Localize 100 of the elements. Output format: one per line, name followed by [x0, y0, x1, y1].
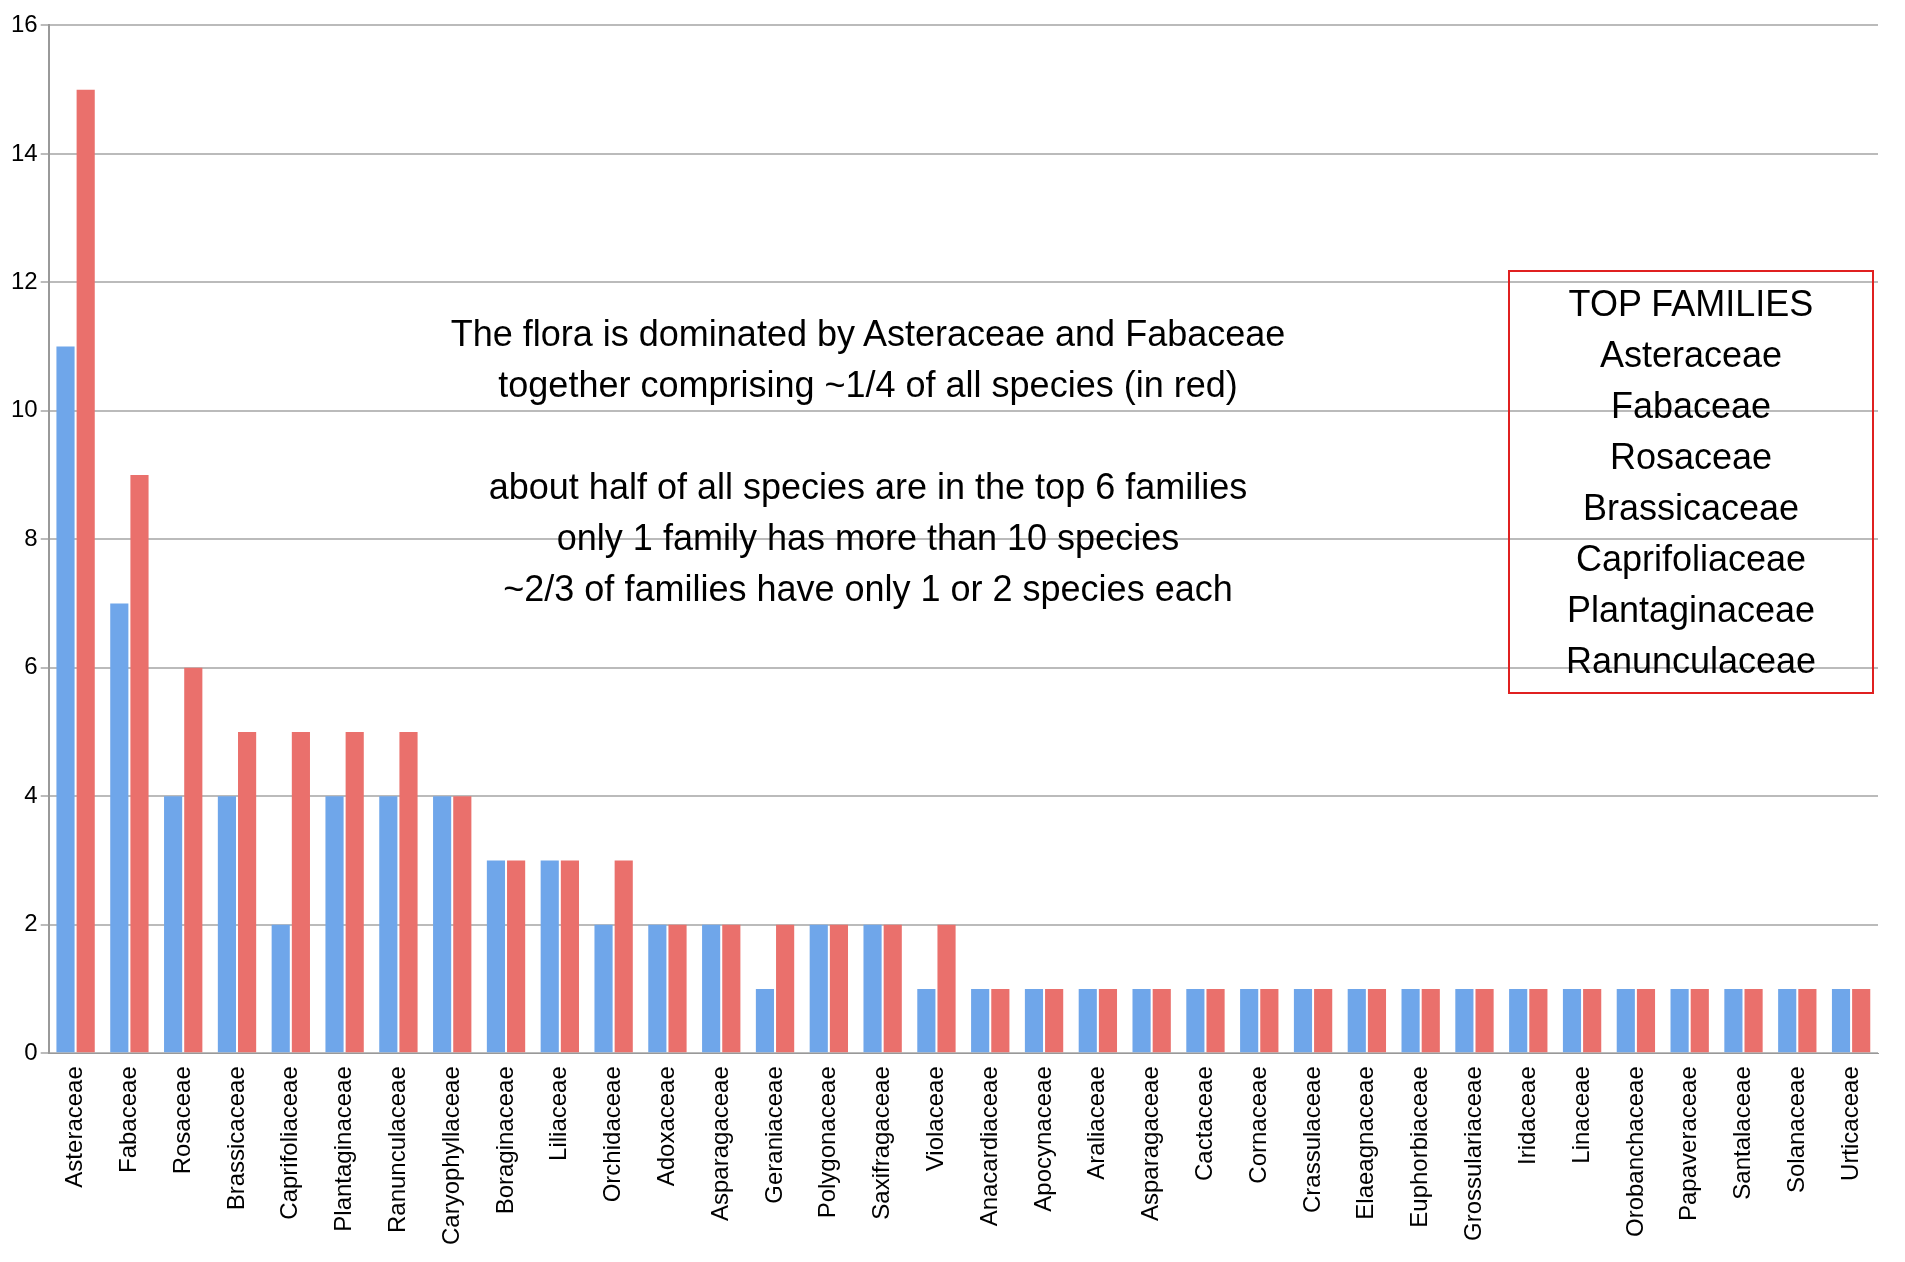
bar — [668, 924, 687, 1053]
bar — [540, 860, 559, 1053]
bar — [1347, 988, 1366, 1053]
bar — [1778, 988, 1797, 1053]
x-tick-label: Asparagaceae — [705, 1066, 733, 1222]
bar — [291, 732, 310, 1053]
bar — [1132, 988, 1151, 1053]
y-tick-label: 8 — [24, 523, 38, 551]
bar — [702, 924, 721, 1053]
bar — [809, 924, 828, 1053]
bar — [1636, 988, 1656, 1053]
bar — [614, 860, 633, 1053]
y-tick-label: 10 — [10, 395, 38, 423]
x-tick-label: Solanaceae — [1781, 1066, 1809, 1194]
x-tick-label: Ranunculaceae — [383, 1066, 411, 1234]
bar — [1045, 988, 1064, 1053]
bar — [379, 796, 398, 1053]
x-tick-label: Brassicaceae — [221, 1066, 249, 1211]
x-tick-label: Caryophyllaceae — [436, 1066, 464, 1246]
bar — [1401, 988, 1420, 1053]
bar — [1583, 988, 1602, 1053]
x-tick-label: Boraginaceae — [490, 1066, 518, 1215]
x-tick-label: Papaveraceae — [1674, 1066, 1702, 1222]
x-tick-label: Adoxaceae — [652, 1066, 680, 1187]
x-tick-label: Orchidaceae — [598, 1066, 626, 1203]
bar — [722, 924, 741, 1053]
bar — [1562, 988, 1582, 1053]
bar — [991, 988, 1010, 1053]
bar — [829, 924, 849, 1053]
x-tick-label: Fabaceae — [114, 1066, 142, 1173]
x-tick-label: Caprifoliaceae — [275, 1066, 303, 1220]
bar — [453, 796, 472, 1053]
bar — [1314, 988, 1333, 1053]
bar — [1455, 988, 1474, 1053]
bar — [937, 924, 956, 1053]
bar — [1421, 988, 1440, 1053]
bar — [76, 89, 95, 1053]
bar — [56, 346, 75, 1053]
x-tick-label: Grossulariaceae — [1459, 1066, 1487, 1241]
bar — [1509, 988, 1528, 1053]
bar — [863, 924, 882, 1053]
bar — [1152, 988, 1171, 1053]
y-tick-label: 16 — [10, 10, 38, 38]
bar — [399, 732, 418, 1053]
x-tick-label: Santalaceae — [1728, 1066, 1756, 1200]
x-tick-label: Geraniaceae — [759, 1066, 787, 1204]
y-tick-label: 6 — [24, 652, 38, 680]
bar — [1744, 988, 1763, 1053]
x-tick-label: Violaceae — [921, 1066, 949, 1172]
y-tick-label: 12 — [10, 266, 38, 294]
x-tick-label: Asteraceae — [60, 1066, 88, 1188]
x-tick-label: Cactaceae — [1190, 1066, 1218, 1181]
x-tick-label: Iridaceae — [1512, 1066, 1540, 1165]
y-tick-label: 4 — [24, 780, 38, 808]
bar — [1475, 988, 1494, 1053]
bar — [217, 796, 236, 1053]
bar — [238, 732, 257, 1053]
bar — [1206, 988, 1225, 1053]
x-tick-label: Araliaceae — [1082, 1066, 1110, 1180]
bar — [594, 924, 613, 1053]
bar — [1367, 988, 1387, 1053]
text: The flora is dominated by Asteraceae and Fabaceae together comprising ~1/4 of all species (in red) about half of all species are in the top 6 families only 1 family has more than 10 species ~2/3 of families have only 1 or 2 species each — [450, 313, 1286, 609]
bar — [184, 667, 203, 1053]
x-tick-label: Euphorbiaceae — [1405, 1066, 1433, 1228]
x-tick-label: Crassulaceae — [1297, 1066, 1325, 1213]
bar — [1240, 988, 1259, 1053]
bar — [1260, 988, 1279, 1053]
x-tick-label: Liliaceae — [544, 1066, 572, 1161]
bar — [917, 988, 936, 1053]
x-tick-label: Linaceae — [1566, 1066, 1594, 1164]
bar — [1024, 988, 1044, 1053]
bar — [271, 924, 290, 1053]
bar — [1724, 988, 1743, 1053]
bar — [1186, 988, 1205, 1053]
x-tick-label: Rosaceae — [167, 1066, 195, 1175]
y-tick-label: 2 — [24, 909, 38, 937]
bar — [1798, 988, 1817, 1053]
annotation: TOP FAMILIES Asteraceae Fabaceae Rosaceae Brassicaceae Caprifoliaceae Plantaginaceae Ranunculaceae — [1508, 270, 1874, 694]
bar — [648, 924, 667, 1053]
bar — [325, 796, 344, 1053]
bar — [1616, 988, 1635, 1053]
x-tick-label: Apocynaceae — [1028, 1066, 1056, 1212]
y-tick-label: 14 — [10, 138, 38, 166]
x-tick-label: Orobanchaceae — [1620, 1066, 1648, 1238]
x-tick-label: Asparagaceae — [1136, 1066, 1164, 1222]
y-tick-label: 0 — [24, 1037, 38, 1065]
bar — [1670, 988, 1689, 1053]
bar — [130, 475, 149, 1053]
bar — [507, 860, 526, 1053]
bar — [1078, 988, 1097, 1053]
x-tick-label: Saxifragaceae — [867, 1066, 895, 1220]
bar — [776, 924, 795, 1053]
bar — [486, 860, 506, 1053]
x-tick-label: Urticaceae — [1835, 1066, 1863, 1181]
x-tick-label: Plantaginaceae — [329, 1066, 357, 1232]
x-tick-label: Cornaceae — [1243, 1066, 1271, 1184]
bar — [1529, 988, 1548, 1053]
bar — [1831, 988, 1851, 1053]
bar — [433, 796, 452, 1053]
bar — [345, 732, 364, 1053]
